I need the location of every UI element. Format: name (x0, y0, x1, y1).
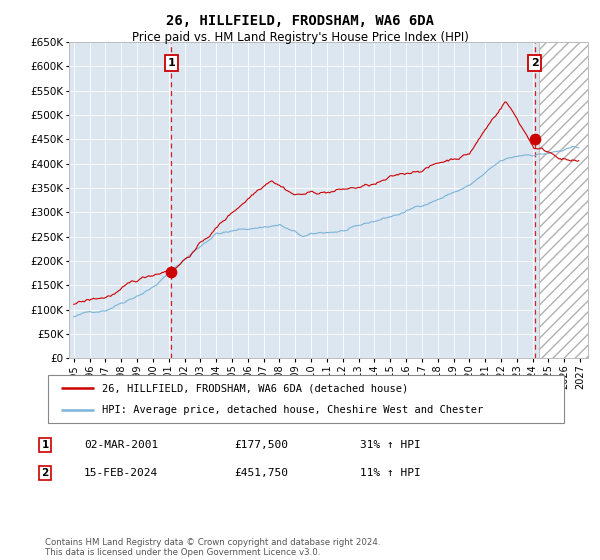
Text: 2: 2 (41, 468, 49, 478)
Text: £451,750: £451,750 (234, 468, 288, 478)
Text: Contains HM Land Registry data © Crown copyright and database right 2024.
This d: Contains HM Land Registry data © Crown c… (45, 538, 380, 557)
Text: £177,500: £177,500 (234, 440, 288, 450)
Point (530, 134, 539, 143)
Text: 2: 2 (530, 58, 538, 68)
Bar (539, 42, 588, 358)
Point (167, 268, 176, 277)
Text: 31% ↑ HPI: 31% ↑ HPI (360, 440, 421, 450)
Text: HPI: Average price, detached house, Cheshire West and Chester: HPI: Average price, detached house, Ches… (102, 405, 484, 415)
Text: 1: 1 (41, 440, 49, 450)
Text: 02-MAR-2001: 02-MAR-2001 (84, 440, 158, 450)
Text: Price paid vs. HM Land Registry's House Price Index (HPI): Price paid vs. HM Land Registry's House … (131, 31, 469, 44)
Text: 26, HILLFIELD, FRODSHAM, WA6 6DA (detached house): 26, HILLFIELD, FRODSHAM, WA6 6DA (detach… (102, 383, 409, 393)
FancyBboxPatch shape (48, 375, 564, 423)
Text: 11% ↑ HPI: 11% ↑ HPI (360, 468, 421, 478)
Text: 26, HILLFIELD, FRODSHAM, WA6 6DA: 26, HILLFIELD, FRODSHAM, WA6 6DA (166, 14, 434, 28)
Text: 1: 1 (167, 58, 175, 68)
Text: 15-FEB-2024: 15-FEB-2024 (84, 468, 158, 478)
